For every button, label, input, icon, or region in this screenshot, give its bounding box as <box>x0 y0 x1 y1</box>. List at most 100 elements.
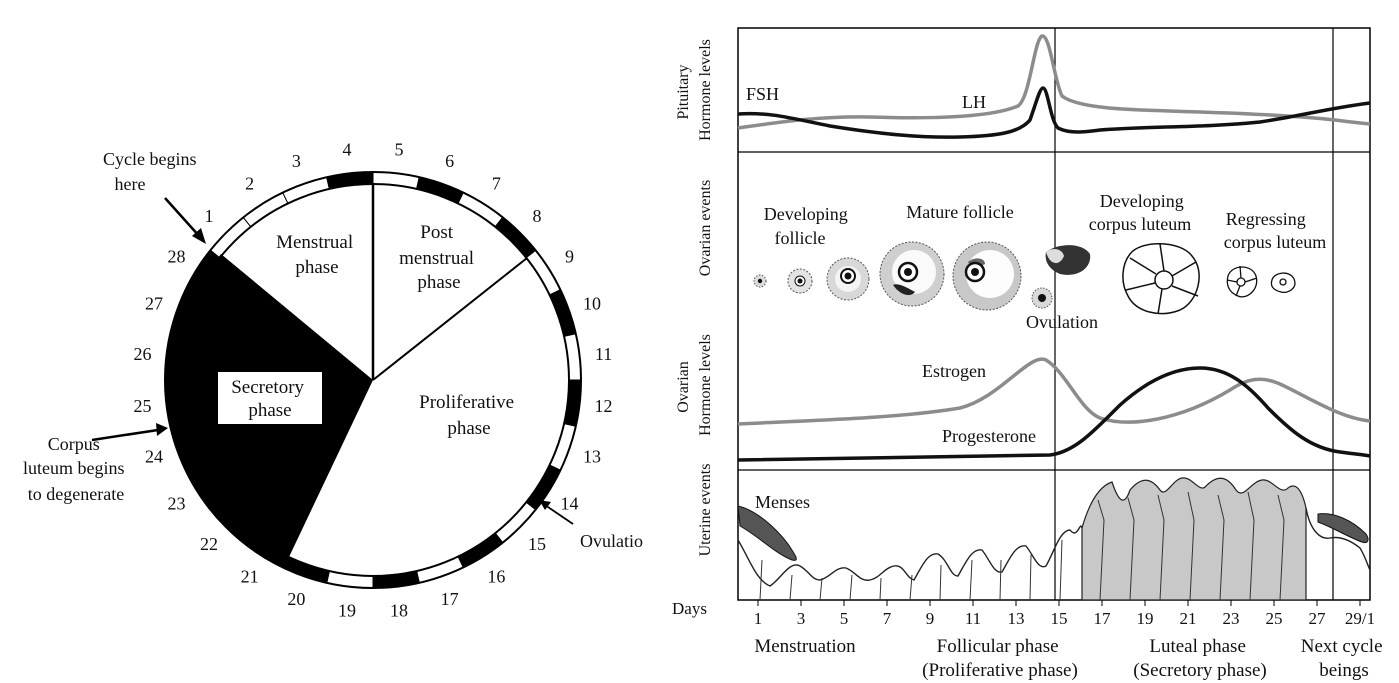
day-tick-label: 9 <box>926 609 935 628</box>
fsh-label: FSH <box>746 84 779 104</box>
wheel-day-number: 25 <box>133 396 151 416</box>
day-tick-label: 1 <box>754 609 763 628</box>
wheel-day-number: 19 <box>338 601 356 621</box>
follicle-illustrations <box>753 241 1296 315</box>
wheel-day-number: 27 <box>145 293 163 313</box>
row-label-ovarian-events: Ovarian events <box>697 180 714 276</box>
estrogen-curve <box>737 357 1371 426</box>
wheel-outer-circle <box>164 171 582 589</box>
ruptured-follicle <box>1031 245 1091 309</box>
developing-corpus-luteum-label: Developing corpus luteum <box>1089 191 1191 234</box>
day-tick-label: 19 <box>1137 609 1154 628</box>
cycle-begins-arrow <box>164 197 206 244</box>
cycle-chart: Pituitary Hormone levels Ovarian events … <box>672 27 1388 681</box>
wheel-day-number: 10 <box>583 293 601 313</box>
ovulation-wheel-arrow <box>539 500 574 525</box>
wheel-day-number: 23 <box>168 493 186 513</box>
follicle-1 <box>753 274 767 288</box>
ovulation-chart-label: Ovulation <box>1026 312 1098 332</box>
wheel-day-segment <box>457 532 504 569</box>
row-label-uterine: Uterine events <box>697 464 714 557</box>
day-tick-label: 13 <box>1008 609 1025 628</box>
day-tick-label: 25 <box>1266 609 1283 628</box>
wheel-day-number: 17 <box>441 589 459 609</box>
wheel-day-number: 3 <box>292 151 301 171</box>
row-label-ovarian-hormones: Ovarian Hormone levels <box>675 334 714 436</box>
phase-post-menstrual: Post menstrual phase <box>399 222 479 293</box>
fsh-curve <box>737 86 1371 139</box>
next-cycle-label: Next cycle beings <box>1301 636 1388 681</box>
phase-proliferative: Proliferative phase <box>419 392 519 439</box>
day-tick-label: 21 <box>1180 609 1197 628</box>
wheel-day-number: 21 <box>241 566 259 586</box>
menses-shed-tissue-left <box>737 505 797 561</box>
follicle-2 <box>787 268 813 294</box>
ovulation-wheel-label: Ovulatio <box>580 531 643 551</box>
day-tick-label: 17 <box>1094 609 1112 628</box>
menses-shed-tissue-right <box>1317 513 1369 543</box>
day-tick-label: 7 <box>883 609 892 628</box>
phase-secretory: Secretory phase <box>231 377 309 421</box>
wheel-day-number: 6 <box>445 151 454 171</box>
day-tick-label: 11 <box>965 609 981 628</box>
wheel-day-number: 26 <box>133 344 151 364</box>
progesterone-curve <box>737 366 1371 462</box>
progesterone-label: Progesterone <box>942 426 1036 446</box>
wheel-day-number: 8 <box>533 206 542 226</box>
day-tick-label: 23 <box>1223 609 1240 628</box>
developing-follicle-label: Developing follicle <box>764 204 852 248</box>
cycle-begins-label: Cycle begins here <box>103 149 201 194</box>
wheel-day-number: 28 <box>168 247 186 267</box>
secretory-label-box <box>218 372 322 424</box>
wheel-day-number: 9 <box>565 247 574 267</box>
corpus-luteum <box>1122 243 1200 315</box>
wheel-day-number: 2 <box>245 174 254 194</box>
lh-curve <box>737 34 1371 130</box>
wheel-day-segment <box>457 191 504 228</box>
wheel-day-segment <box>242 191 289 228</box>
follicle-5 <box>952 241 1022 311</box>
wheel-day-number: 5 <box>394 139 403 159</box>
wheel-day-number: 14 <box>560 493 578 513</box>
wheel-day-segment <box>209 216 252 259</box>
wheel-day-number: 7 <box>492 174 501 194</box>
wheel-day-number: 18 <box>390 601 408 621</box>
wheel-day-number: 24 <box>145 447 163 467</box>
regressing-corpus-2 <box>1270 272 1296 294</box>
estrogen-label: Estrogen <box>922 361 986 381</box>
endometrium-luteal-shade <box>1081 477 1307 601</box>
wheel-day-segment <box>525 249 562 296</box>
row-label-pituitary: Pituitary Hormone levels <box>675 39 714 141</box>
chart-frame <box>737 27 1371 601</box>
wheel-day-number: 16 <box>487 566 505 586</box>
day-tick-label: 3 <box>797 609 806 628</box>
day-tick-label: 5 <box>840 609 849 628</box>
mature-follicle-label: Mature follicle <box>906 202 1013 222</box>
follicular-phase-label: Follicular phase (Proliferative phase) <box>922 636 1078 681</box>
day-tick-label: 29/1 <box>1345 609 1375 628</box>
endometrium-next-outline <box>1305 507 1371 571</box>
days-label: Days <box>672 599 707 618</box>
corpus-luteum-label: Corpus luteum begins to degenerate <box>23 434 129 504</box>
menstruation-label: Menstruation <box>754 636 856 657</box>
regressing-corpus-1 <box>1226 265 1258 298</box>
phase-menstrual: Menstrual phase <box>276 232 358 278</box>
lh-label: LH <box>962 92 986 112</box>
regressing-corpus-luteum-label: Regressing corpus luteum <box>1224 209 1326 252</box>
wheel-day-number: 1 <box>204 206 213 226</box>
wheel-day-number: 22 <box>200 534 218 554</box>
wheel-day-number: 15 <box>528 534 546 554</box>
endometrial-glands <box>759 491 1285 601</box>
day-tick-label: 27 <box>1309 609 1327 628</box>
endometrium-illustration <box>737 477 1371 601</box>
wheel-day-number: 13 <box>583 447 601 467</box>
day-axis-ticks: 1 3 5 7 9 11 13 15 17 19 21 23 25 27 29/1 <box>754 600 1375 628</box>
follicle-3 <box>826 257 870 301</box>
wheel-day-number: 11 <box>595 344 612 364</box>
corpus-luteum-arrow <box>91 423 168 442</box>
day-tick-label: 15 <box>1051 609 1068 628</box>
wheel-day-number: 4 <box>343 139 352 159</box>
